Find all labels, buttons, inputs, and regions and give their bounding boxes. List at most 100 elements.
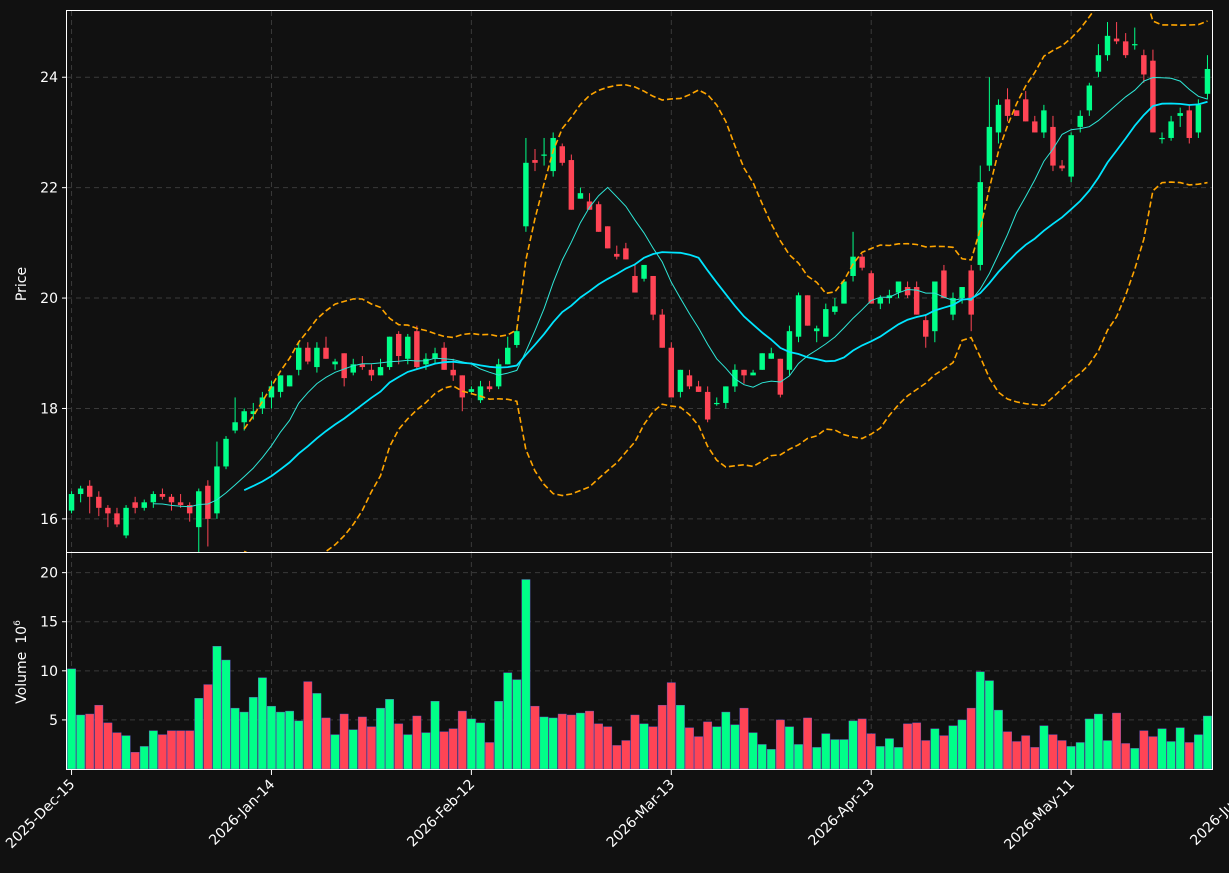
volume-bar: [603, 726, 613, 770]
price-panel: 16 18 20 22 24 Price: [14, 10, 1213, 553]
volume-bar: [1003, 731, 1012, 770]
volume-bar: [1048, 734, 1058, 770]
candle-body: [186, 505, 193, 514]
candle-body: [223, 438, 229, 467]
candle-body: [623, 248, 629, 260]
candle-body: [232, 422, 238, 431]
slow-moving-average-line: [243, 100, 1208, 492]
candle-body: [523, 162, 529, 227]
candle-body: [141, 502, 147, 508]
volume-axis-label-power: 6: [13, 620, 23, 626]
candle-body: [677, 369, 684, 392]
volume-bar: [676, 704, 685, 770]
volume-bar: [739, 707, 749, 770]
candle-body: [786, 331, 793, 370]
volume-bar: [257, 677, 267, 770]
volume-bar: [648, 726, 658, 770]
volume-bar: [721, 711, 731, 770]
candle-body: [395, 333, 402, 357]
volume-bar: [1012, 741, 1022, 770]
candle-body: [486, 386, 493, 390]
volume-tick-label: 5: [49, 713, 58, 729]
volume-bar: [457, 710, 467, 770]
volume-bar: [130, 752, 140, 770]
volume-bar: [185, 730, 195, 770]
candle-body: [505, 347, 511, 365]
volume-bar: [757, 744, 767, 770]
candle-body: [132, 502, 138, 508]
price-y-ticks: 16 18 20 22 24: [40, 70, 67, 528]
volume-bar: [1193, 734, 1203, 770]
candle-body: [1177, 113, 1183, 116]
fast-moving-average-line: [153, 76, 1208, 508]
candle-body: [105, 507, 111, 514]
candle-body: [932, 281, 938, 332]
volume-bar: [975, 671, 985, 770]
volume-bar: [612, 745, 622, 770]
volume-bar: [294, 720, 304, 770]
volume-bar: [775, 719, 785, 770]
volume-bar: [1057, 740, 1067, 770]
volume-bar: [148, 730, 158, 770]
candle-body: [377, 367, 384, 376]
price-axis-label: Price: [14, 267, 30, 301]
volume-bar: [576, 712, 585, 770]
candle-body: [777, 358, 784, 395]
volume-bar: [875, 746, 885, 770]
candle-body: [923, 320, 929, 337]
candle-body: [941, 270, 947, 299]
candle-body: [968, 270, 974, 315]
volume-bar: [939, 735, 949, 770]
lower-band-line: [243, 181, 1208, 552]
volume-bar: [903, 723, 912, 770]
volume-bar: [1148, 736, 1158, 770]
candle-body: [1013, 110, 1020, 116]
volume-bar: [566, 714, 576, 770]
candle-body: [823, 309, 829, 337]
candle-body: [77, 488, 84, 495]
volume-bar: [176, 730, 185, 770]
candle-body: [68, 494, 75, 511]
volume-bar: [339, 713, 349, 770]
candle-body: [659, 314, 665, 348]
candle-body: [977, 182, 983, 265]
volume-bar: [321, 717, 331, 770]
volume-bar: [748, 732, 758, 770]
volume-tick-label: 20: [40, 566, 58, 582]
volume-bar: [1112, 712, 1121, 770]
candle-body: [1059, 165, 1065, 169]
volume-bar: [512, 679, 522, 770]
volume-bar: [821, 733, 831, 770]
candle-body: [1195, 104, 1202, 133]
price-tick-label: 20: [40, 291, 58, 307]
volume-axis-label: Volume 106: [13, 620, 30, 704]
candle-body: [577, 193, 584, 199]
volume-bar: [394, 723, 404, 770]
candle-body: [268, 386, 275, 398]
candle-body: [750, 372, 756, 376]
candle-body: [1086, 85, 1093, 111]
candle-body: [214, 466, 220, 514]
volume-bar: [376, 707, 385, 770]
candle-body: [414, 331, 420, 368]
volume-bar: [476, 722, 485, 770]
volume-bar: [112, 732, 122, 770]
candle-body: [950, 298, 956, 315]
volume-bar: [67, 668, 76, 770]
volume-bar: [930, 728, 940, 770]
candle-body: [1113, 38, 1120, 42]
candle-body: [1132, 44, 1138, 46]
volume-bar: [1130, 748, 1140, 770]
volume-bar: [639, 723, 649, 770]
volume-bar: [957, 719, 967, 770]
candle-body: [277, 375, 284, 392]
candle-body: [1041, 110, 1047, 133]
indicator-overlays: [153, 11, 1208, 552]
volume-bars: [67, 579, 1212, 770]
candle-body: [550, 137, 556, 172]
candle-body: [714, 402, 720, 405]
volume-bar: [857, 718, 867, 770]
volume-bar: [830, 739, 840, 770]
volume-bar: [712, 726, 722, 770]
